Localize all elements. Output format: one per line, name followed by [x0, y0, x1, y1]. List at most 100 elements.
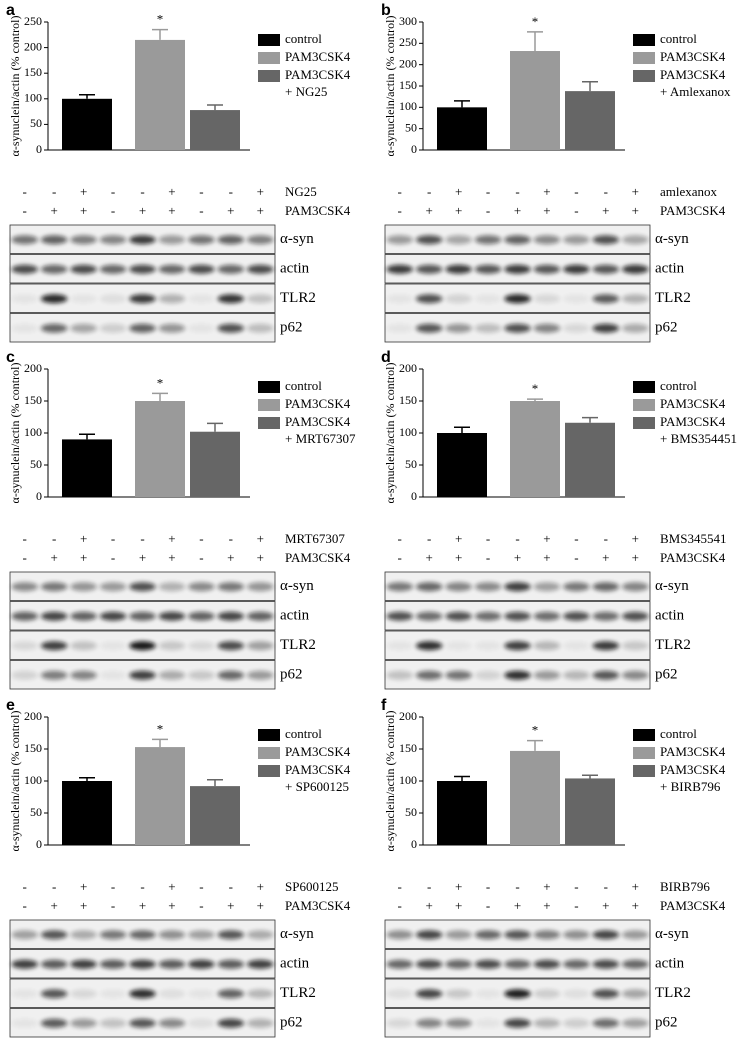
- blot-band: [247, 582, 274, 592]
- legend-swatch: [258, 417, 280, 429]
- treatment-sign: -: [23, 879, 27, 894]
- bar: [135, 747, 185, 845]
- blot-band: [217, 670, 245, 680]
- panel-label: c: [6, 349, 15, 366]
- blot-band: [386, 930, 413, 940]
- error-bar: [527, 739, 543, 751]
- y-tick-label: 200: [399, 361, 417, 375]
- blot-band: [11, 670, 38, 680]
- blot-band: [504, 670, 531, 680]
- blot-band: [504, 1018, 531, 1028]
- legend-label: PAM3CSK4: [285, 744, 351, 759]
- blot-band: [11, 235, 38, 245]
- legend-swatch: [633, 417, 655, 429]
- treatment-sign: +: [257, 898, 264, 913]
- blot-band: [247, 989, 274, 999]
- blot-band: [11, 1018, 38, 1028]
- blot-band: [386, 235, 413, 245]
- blot-band: [474, 611, 502, 621]
- legend-label: control: [660, 31, 697, 46]
- blot-band: [188, 323, 215, 333]
- legend-label: PAM3CSK4: [660, 396, 726, 411]
- blot-band: [11, 294, 38, 304]
- treatment-sign: +: [632, 550, 639, 565]
- treatment-sign: +: [50, 550, 57, 565]
- y-axis-label: α-synuclein/actin (% control): [383, 16, 397, 157]
- legend-swatch: [633, 34, 655, 46]
- blot-band: [533, 582, 561, 592]
- blot-label: actin: [655, 608, 685, 624]
- treatment-sign: +: [514, 203, 521, 218]
- bar: [62, 781, 112, 845]
- blot-band: [40, 611, 68, 621]
- y-tick-label: 0: [411, 837, 417, 851]
- bar: [135, 401, 185, 497]
- blot-band: [415, 989, 443, 999]
- blot-band: [188, 670, 215, 680]
- blot-band: [533, 235, 561, 245]
- y-tick-label: 150: [399, 393, 417, 407]
- treatment-sign: -: [111, 531, 115, 546]
- blot-band: [386, 670, 413, 680]
- blot-band: [504, 930, 531, 940]
- treatment-sign: -: [604, 184, 608, 199]
- blot-band: [622, 1018, 649, 1028]
- blot-band: [592, 235, 620, 245]
- blot-label: actin: [280, 956, 310, 972]
- legend-label: control: [285, 378, 322, 393]
- blot-band: [445, 264, 472, 274]
- blot-band: [445, 930, 472, 940]
- blot-band: [386, 989, 413, 999]
- bar: [190, 110, 240, 150]
- treatment-sign: -: [199, 203, 203, 218]
- blot-band: [563, 930, 590, 940]
- blot-band: [592, 1018, 620, 1028]
- y-axis-label: α-synuclein/actin (% control): [383, 711, 397, 852]
- blot-band: [592, 989, 620, 999]
- blot-band: [474, 582, 502, 592]
- y-tick-label: 200: [399, 709, 417, 723]
- blot-band: [247, 323, 274, 333]
- treatment-sign: +: [602, 898, 609, 913]
- blot-band: [622, 235, 649, 245]
- blot-band: [445, 1018, 472, 1028]
- blot-label: actin: [655, 261, 685, 277]
- treatment-sign: +: [632, 203, 639, 218]
- treatment-sign: +: [543, 898, 550, 913]
- legend-label: PAM3CSK4 + Amlexanox: [660, 67, 731, 99]
- blot-band: [188, 959, 215, 969]
- treatment-sign: +: [543, 879, 550, 894]
- bar: [190, 786, 240, 845]
- blot-label: actin: [280, 261, 310, 277]
- treatment-sign: -: [111, 203, 115, 218]
- treatment-sign: -: [111, 898, 115, 913]
- significance: *: [532, 14, 539, 29]
- treatment-sign: +: [80, 184, 87, 199]
- bar: [565, 91, 615, 150]
- blot-band: [129, 611, 156, 621]
- blot-band: [445, 235, 472, 245]
- blot-band: [415, 1018, 443, 1028]
- treatment-sign: +: [168, 879, 175, 894]
- error-bar: [582, 416, 598, 423]
- legend-swatch: [258, 52, 280, 64]
- blot-band: [70, 235, 97, 245]
- blot-band: [247, 235, 274, 245]
- blot-label: TLR2: [655, 290, 691, 306]
- significance: *: [532, 381, 539, 396]
- treatment-sign: -: [515, 184, 519, 199]
- treatment-sign: -: [398, 879, 402, 894]
- blot-band: [99, 611, 127, 621]
- treatment-sign: -: [229, 879, 233, 894]
- blot-band: [247, 611, 274, 621]
- blot-band: [99, 930, 127, 940]
- blot-band: [415, 641, 443, 651]
- treatment-sign: +: [257, 531, 264, 546]
- treatment-sign: -: [574, 203, 578, 218]
- blot-band: [386, 611, 413, 621]
- treatment-sign: -: [140, 531, 144, 546]
- treatment-name: PAM3CSK4: [660, 203, 726, 218]
- treatment-sign: +: [632, 184, 639, 199]
- treatment-sign: -: [486, 531, 490, 546]
- treatment-sign: +: [543, 531, 550, 546]
